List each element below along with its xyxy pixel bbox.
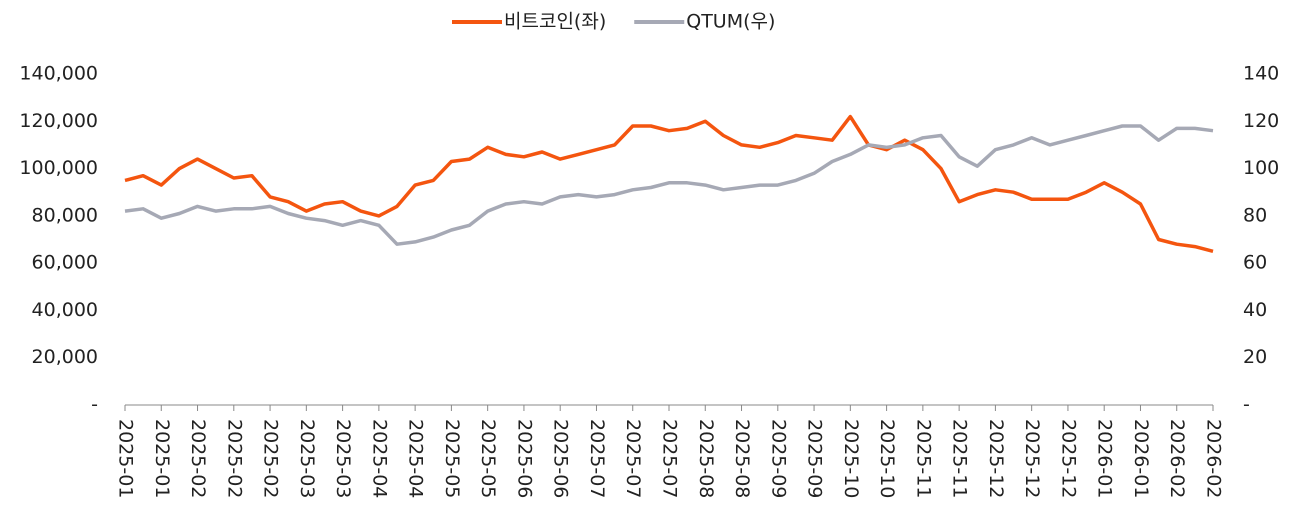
y-tick-label: 120,000 xyxy=(19,110,98,132)
x-tick-label: 2025-10 xyxy=(876,419,898,498)
x-tick-label: 2026-01 xyxy=(1130,419,1152,498)
y-tick-label: 100,000 xyxy=(19,157,98,179)
y2-tick-label: 40 xyxy=(1243,299,1267,321)
x-tick-label: 2025-12 xyxy=(1021,419,1043,498)
x-tick-label: 2025-11 xyxy=(949,419,971,498)
series-line xyxy=(124,124,1214,246)
x-tick-label: 2026-02 xyxy=(1166,419,1188,498)
x-tick-label: 2025-05 xyxy=(477,419,499,498)
x-tick-label: 2025-05 xyxy=(441,419,463,498)
y-tick-label: - xyxy=(91,394,98,416)
x-tick-label: 2025-04 xyxy=(405,419,427,498)
x-tick-label: 2026-01 xyxy=(1094,419,1116,498)
x-tick-label: 2025-04 xyxy=(368,419,390,498)
x-tick-label: 2025-02 xyxy=(223,419,245,498)
x-tick-label: 2025-02 xyxy=(260,419,282,498)
x-tick-label: 2025-06 xyxy=(513,419,535,498)
x-tick-label: 2025-07 xyxy=(586,419,608,498)
y2-tick-label: 140 xyxy=(1243,63,1279,85)
x-tick-label: 2025-12 xyxy=(1057,419,1079,498)
x-tick-label: 2025-08 xyxy=(695,419,717,498)
x-tick-label: 2025-07 xyxy=(622,419,644,498)
series-line xyxy=(124,114,1214,253)
y-tick-label: 80,000 xyxy=(32,204,98,226)
y2-tick-label: 60 xyxy=(1243,252,1267,274)
x-tick-label: 2025-09 xyxy=(804,419,826,498)
x-tick-label: 2025-01 xyxy=(151,419,173,498)
y2-tick-label: 20 xyxy=(1243,346,1267,368)
x-tick-label: 2025-01 xyxy=(115,419,137,498)
y-tick-label: 60,000 xyxy=(32,252,98,274)
x-tick-label: 2025-07 xyxy=(659,419,681,498)
y2-tick-label: 80 xyxy=(1243,204,1267,226)
x-tick-label: 2025-10 xyxy=(840,419,862,498)
x-tick-label: 2025-02 xyxy=(187,419,209,498)
x-tick-label: 2025-03 xyxy=(332,419,354,498)
x-tick-label: 2025-12 xyxy=(985,419,1007,498)
y-tick-label: 40,000 xyxy=(32,299,98,321)
x-tick-label: 2025-11 xyxy=(912,419,934,498)
x-tick-label: 2025-03 xyxy=(296,419,318,498)
x-tick-label: 2025-09 xyxy=(767,419,789,498)
y-tick-label: 20,000 xyxy=(32,346,98,368)
x-tick-label: 2026-02 xyxy=(1203,419,1225,498)
y-tick-label: 140,000 xyxy=(19,63,98,85)
x-tick-label: 2025-08 xyxy=(731,419,753,498)
x-tick-label: 2025-06 xyxy=(550,419,572,498)
y2-tick-label: 120 xyxy=(1243,110,1279,132)
legend-label: 비트코인(좌) xyxy=(504,11,606,33)
y2-tick-label: 100 xyxy=(1243,157,1279,179)
y2-tick-label: - xyxy=(1243,394,1250,416)
legend-label: QTUM(우) xyxy=(686,11,775,33)
